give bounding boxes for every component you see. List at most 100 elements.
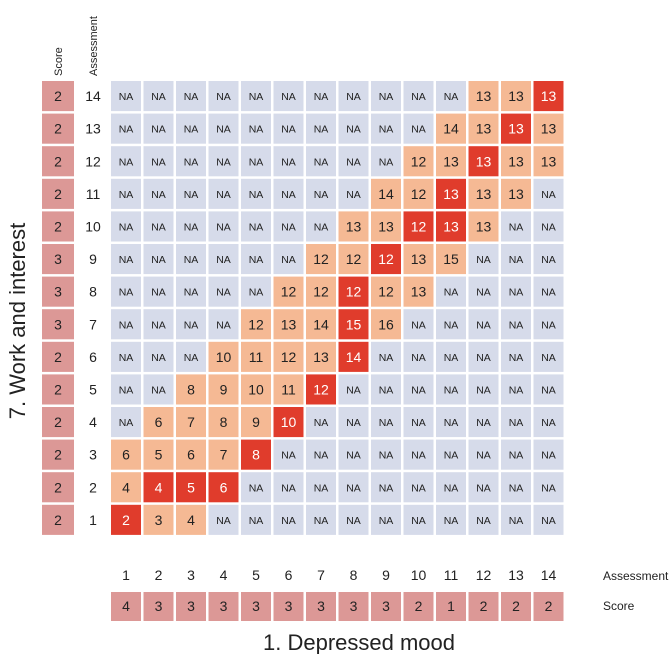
y-score-cell <box>42 276 74 307</box>
heatmap-cell: NA <box>403 374 434 405</box>
heatmap-cell: NA <box>468 309 499 340</box>
cell-rect <box>176 244 206 275</box>
cell-rect <box>176 178 206 209</box>
cell-value: NA <box>379 482 394 494</box>
cell-rect <box>273 309 304 340</box>
heatmap-cell: NA <box>371 504 401 535</box>
heatmap-cell: NA <box>403 504 434 535</box>
cell-value: NA <box>151 189 166 201</box>
cell-rect <box>208 113 239 144</box>
cell-rect <box>273 439 304 470</box>
heatmap-cell: NA <box>176 341 206 372</box>
cell-value: NA <box>216 124 231 136</box>
x-tick-label: 13 <box>508 567 524 583</box>
heatmap-cell: NA <box>371 113 401 144</box>
cell-rect <box>143 178 174 209</box>
x-score-cell <box>273 592 304 621</box>
heatmap-cell: NA <box>176 309 206 340</box>
heatmap-cell: NA <box>468 276 499 307</box>
cell-rect <box>533 244 564 275</box>
x-score-cell <box>338 592 369 621</box>
cell-rect <box>338 439 369 470</box>
heatmap-cell: NA <box>143 211 174 242</box>
heatmap-cell: 13 <box>468 146 499 177</box>
heatmap-cell: NA <box>273 211 304 242</box>
cell-rect <box>143 276 174 307</box>
cell-rect <box>436 113 466 144</box>
heatmap-cell: NA <box>468 341 499 372</box>
cell-value: NA <box>314 482 329 494</box>
cell-value: 8 <box>252 447 260 463</box>
y-tick-label: 2 <box>89 479 97 495</box>
y-score-cell <box>42 244 74 275</box>
cell-rect <box>273 81 304 112</box>
cell-value: NA <box>346 417 361 429</box>
heatmap-cell: 13 <box>403 244 434 275</box>
cell-value: NA <box>216 319 231 331</box>
heatmap-cell: NA <box>468 407 499 438</box>
cell-rect <box>371 407 401 438</box>
cell-rect <box>533 407 564 438</box>
cell-rect <box>436 504 466 535</box>
x-score-value: 1 <box>447 598 455 614</box>
cell-value: NA <box>151 287 166 299</box>
cell-value: 13 <box>443 218 459 234</box>
heatmap-cell: NA <box>111 276 141 307</box>
cell-value: NA <box>249 221 264 233</box>
heatmap-cell: NA <box>403 407 434 438</box>
cell-rect <box>403 309 434 340</box>
heatmap-cell: 14 <box>338 341 369 372</box>
heatmap-cell: NA <box>371 407 401 438</box>
cell-rect <box>501 211 531 242</box>
cell-rect <box>273 244 304 275</box>
heatmap-cell: NA <box>436 439 466 470</box>
x-score-cell <box>306 592 336 621</box>
cell-rect <box>176 407 206 438</box>
heatmap-cell: NA <box>533 504 564 535</box>
heatmap-cell: NA <box>436 504 466 535</box>
cell-rect <box>533 504 564 535</box>
cell-rect <box>111 211 141 242</box>
cell-rect <box>468 472 499 503</box>
heatmap-cell: NA <box>208 81 239 112</box>
heatmap-cell: 16 <box>371 309 401 340</box>
heatmap-cell: NA <box>241 81 271 112</box>
heatmap-cell: 11 <box>241 341 271 372</box>
cell-value: NA <box>249 254 264 266</box>
heatmap-cell: NA <box>241 178 271 209</box>
heatmap-cell: 13 <box>468 211 499 242</box>
x-score-cell <box>501 592 531 621</box>
cell-rect <box>501 407 531 438</box>
cell-rect <box>273 407 304 438</box>
cell-value: NA <box>119 156 134 168</box>
cell-value: 2 <box>122 512 130 528</box>
heatmap-cell: 12 <box>306 374 336 405</box>
cell-value: NA <box>216 189 231 201</box>
cell-rect <box>371 81 401 112</box>
cell-value: NA <box>151 156 166 168</box>
cell-rect <box>273 472 304 503</box>
cell-value: NA <box>119 417 134 429</box>
x-score-value: 3 <box>155 598 163 614</box>
y-score-value: 2 <box>54 218 62 234</box>
cell-rect <box>176 276 206 307</box>
cell-value: NA <box>119 319 134 331</box>
cell-value: 13 <box>508 153 524 169</box>
heatmap-cell: NA <box>143 341 174 372</box>
y-score-value: 2 <box>54 121 62 137</box>
cell-rect <box>371 211 401 242</box>
cell-value: NA <box>379 417 394 429</box>
y-assessment-header: Assessment <box>88 16 100 76</box>
cell-value: NA <box>509 482 524 494</box>
cell-rect <box>338 374 369 405</box>
heatmap-cell: 13 <box>468 113 499 144</box>
cell-value: 11 <box>281 381 296 397</box>
cell-value: NA <box>184 287 199 299</box>
cell-value: 4 <box>187 512 195 528</box>
cell-value: NA <box>444 91 459 103</box>
cell-value: 12 <box>346 284 362 300</box>
cell-value: 13 <box>313 349 329 365</box>
heatmap-cell: 13 <box>501 81 531 112</box>
cell-rect <box>436 309 466 340</box>
